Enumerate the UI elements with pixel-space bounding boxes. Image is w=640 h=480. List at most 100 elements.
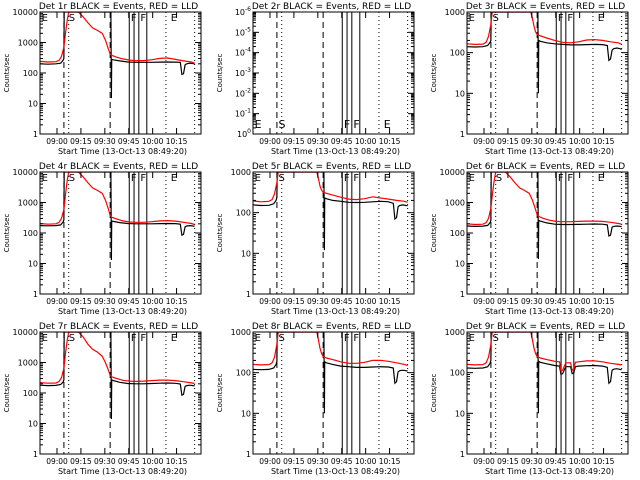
y-tick-label: 100	[450, 369, 465, 378]
y-tick-label: 10-1	[235, 108, 251, 119]
x-axis-label: Start Time (13-Oct-13 08:49:20)	[271, 147, 400, 156]
series-line-lld	[40, 12, 195, 64]
series-line-events	[467, 332, 622, 414]
y-axis-label: Counts/sec	[3, 54, 11, 93]
y-tick-label: 1000	[231, 168, 251, 177]
y-tick-label: 1000	[18, 359, 38, 368]
x-tick-label: 09:15	[70, 137, 92, 146]
chart-title: Det 7r BLACK = Events, RED = LLD	[39, 322, 198, 332]
y-tick-label: 10	[28, 420, 38, 429]
marker-letter: E	[598, 13, 604, 24]
y-axis-label: Counts/sec	[3, 214, 11, 253]
x-tick-label: 09:00	[473, 137, 495, 146]
marker-letter: F	[140, 13, 146, 24]
x-tick-label: 10:00	[142, 297, 164, 306]
x-tick-label: 09:00	[46, 137, 68, 146]
x-tick-label: 09:00	[46, 457, 68, 466]
plot-frame	[466, 331, 629, 455]
y-tick-label: 10	[28, 100, 38, 109]
x-tick-label: 09:00	[473, 457, 495, 466]
marker-letter: F	[567, 13, 573, 24]
marker-letter: S	[69, 13, 75, 24]
series-line-lld	[40, 332, 195, 385]
plot-area	[467, 332, 623, 454]
marker-letter: F	[344, 173, 350, 184]
y-tick-label: 1000	[231, 328, 251, 337]
y-tick-label: 10-4	[235, 47, 251, 58]
x-tick-label: 09:45	[545, 457, 567, 466]
plot-frame	[466, 11, 629, 135]
chart-panel-5: Det 5r BLACK = Events, RED = LLD Counts/s…	[216, 162, 415, 316]
marker-letter: F	[353, 118, 359, 131]
marker-letter: S	[496, 173, 502, 184]
chart-title: Det 6r BLACK = Events, RED = LLD	[466, 162, 625, 172]
x-tick-label: 09:00	[46, 297, 68, 306]
chart-panel-7: Det 7r BLACK = Events, RED = LLD Counts/s…	[3, 322, 202, 476]
marker-letter: F	[140, 333, 146, 344]
marker-letter: E	[384, 173, 390, 184]
marker-letter: E	[384, 333, 390, 344]
x-tick-label: 09:30	[94, 297, 116, 306]
marker-letter: E	[255, 333, 261, 344]
chart-panel-1: Det 1r BLACK = Events, RED = LLD Counts/s…	[3, 2, 202, 156]
plot-area	[467, 12, 623, 134]
y-tick-label: 10	[241, 249, 251, 258]
x-tick-label: 09:45	[331, 297, 353, 306]
y-tick-label: 10	[241, 409, 251, 418]
y-tick-label: 1	[33, 290, 38, 299]
series-line-lld	[467, 12, 622, 46]
x-tick-label: 09:15	[497, 137, 519, 146]
x-tick-label: 10:15	[379, 137, 401, 146]
y-axis-label: Counts/sec	[3, 374, 11, 413]
y-tick-label: 100	[236, 209, 251, 218]
y-tick-label: 1000	[18, 199, 38, 208]
x-tick-label: 10:00	[142, 457, 164, 466]
series-line-events	[40, 12, 195, 99]
marker-letter: E	[469, 13, 475, 24]
x-tick-label: 09:00	[259, 457, 281, 466]
series-line-events	[253, 172, 408, 251]
y-tick-label: 1	[460, 450, 465, 459]
y-tick-label: 100	[23, 389, 38, 398]
x-tick-label: 09:45	[545, 137, 567, 146]
x-tick-label: 09:30	[94, 137, 116, 146]
marker-letter: S	[69, 173, 75, 184]
x-tick-label: 09:30	[307, 297, 329, 306]
x-tick-label: 09:15	[283, 297, 305, 306]
marker-letter: S	[279, 333, 285, 344]
marker-letter: F	[567, 173, 573, 184]
x-tick-label: 09:30	[94, 457, 116, 466]
plot-area	[40, 172, 196, 294]
y-tick-label: 10	[28, 260, 38, 269]
y-tick-label: 100	[23, 69, 38, 78]
x-tick-label: 10:15	[379, 297, 401, 306]
marker-letter: F	[140, 173, 146, 184]
marker-letter: S	[493, 13, 499, 24]
marker-letter: E	[255, 173, 261, 184]
y-tick-label: 100	[450, 49, 465, 58]
y-axis-label: Counts/sec	[216, 214, 224, 253]
chart-title: Det 9r BLACK = Events, RED = LLD	[466, 322, 625, 332]
chart-panel-4: Det 4r BLACK = Events, RED = LLD Counts/s…	[3, 162, 202, 316]
x-tick-label: 10:00	[355, 137, 377, 146]
x-tick-label: 09:15	[70, 457, 92, 466]
marker-letter: E	[42, 333, 48, 344]
x-axis-label: Start Time (13-Oct-13 08:49:20)	[58, 467, 187, 476]
y-tick-label: 10-5	[235, 26, 251, 37]
x-tick-label: 09:30	[307, 137, 329, 146]
y-tick-label: 1	[460, 290, 465, 299]
marker-letter: F	[558, 173, 564, 184]
plot-frame	[252, 171, 415, 295]
x-tick-label: 10:00	[355, 457, 377, 466]
marker-letter: E	[42, 13, 48, 24]
x-tick-label: 10:15	[166, 137, 188, 146]
marker-letter: E	[255, 118, 262, 131]
x-tick-label: 09:15	[497, 297, 519, 306]
series-line-events	[467, 12, 622, 94]
x-tick-label: 09:15	[70, 297, 92, 306]
series-line-lld	[253, 332, 408, 367]
y-tick-label: 1000	[445, 328, 465, 337]
x-tick-label: 10:15	[166, 297, 188, 306]
marker-letter: S	[279, 173, 285, 184]
